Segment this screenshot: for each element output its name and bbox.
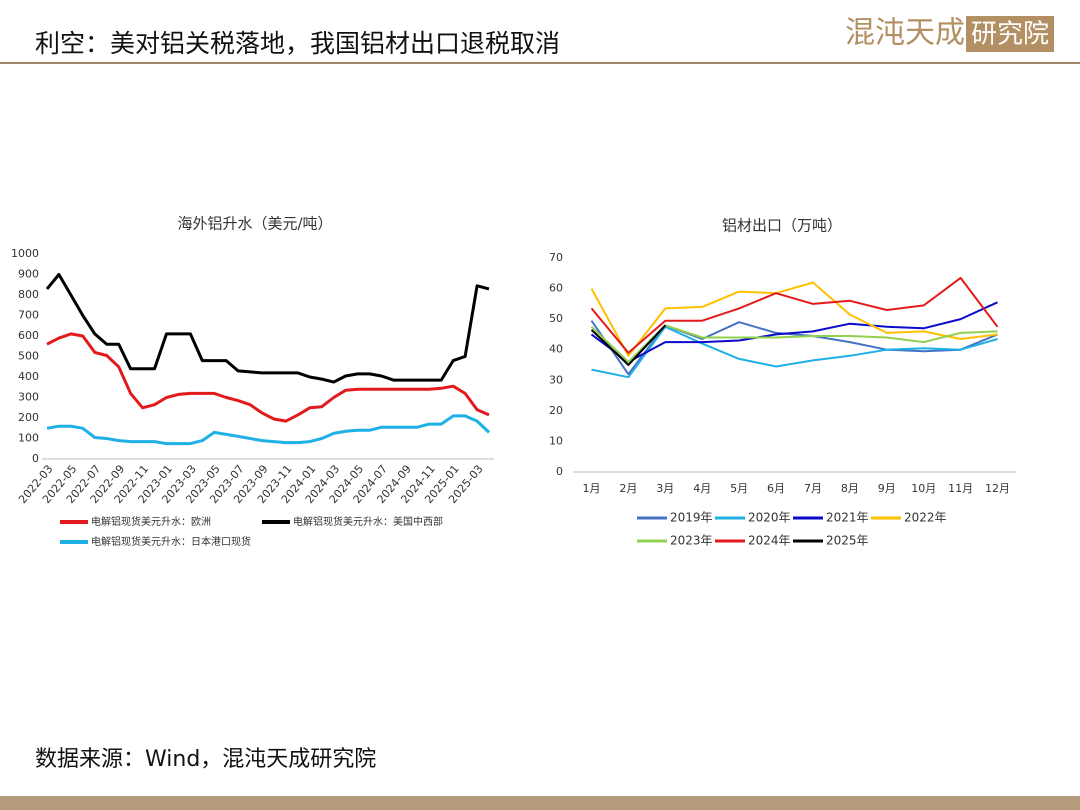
- x-tick-label: 10月: [911, 482, 936, 495]
- x-tick-label: 3月: [656, 482, 674, 495]
- y-tick-label: 60: [549, 282, 563, 295]
- x-tick-label: 5月: [730, 482, 748, 495]
- legend-label: 2019年: [670, 511, 713, 525]
- footer-band: [0, 796, 1080, 810]
- series-line: [590, 301, 998, 363]
- x-tick-label: 8月: [841, 482, 859, 495]
- x-tick-label: 4月: [693, 482, 711, 495]
- y-tick-label: 10: [549, 434, 563, 447]
- chart-title: 铝材出口（万吨）: [722, 217, 842, 235]
- series-line: [590, 324, 667, 366]
- x-tick-label: 2月: [619, 482, 637, 495]
- y-tick-label: 30: [549, 373, 563, 386]
- x-tick-label: 12月: [985, 482, 1010, 495]
- legend-label: 电解铝现货美元升水：美国中西部: [293, 515, 443, 528]
- chart-title: 海外铝升水（美元/吨）: [177, 215, 332, 233]
- y-tick-label: 500: [18, 350, 39, 363]
- series-line: [45, 273, 490, 384]
- series-line: [591, 325, 998, 379]
- series-line: [590, 281, 998, 357]
- y-tick-label: 1000: [11, 247, 39, 260]
- x-tick-label: 7月: [804, 482, 822, 495]
- legend-label: 2023年: [670, 534, 713, 548]
- y-tick-label: 900: [18, 268, 39, 281]
- y-tick-label: 0: [32, 452, 39, 465]
- y-tick-label: 50: [549, 312, 563, 325]
- y-tick-label: 700: [18, 309, 39, 322]
- y-tick-label: 800: [18, 288, 39, 301]
- y-tick-label: 0: [556, 465, 563, 478]
- series-line: [590, 276, 999, 354]
- y-tick-label: 100: [18, 432, 39, 445]
- y-tick-label: 400: [18, 370, 39, 383]
- y-tick-label: 600: [18, 329, 39, 342]
- series-line: [46, 414, 491, 446]
- logo-box: [966, 16, 1054, 52]
- x-tick-label: 9月: [878, 482, 896, 495]
- x-tick-label: 6月: [767, 482, 785, 495]
- x-tick-label: 11月: [948, 482, 973, 495]
- series-line: [46, 332, 490, 423]
- source: 数据来源：Wind，混沌天成研究院: [35, 747, 376, 772]
- logo-sub: 研究院: [971, 20, 1049, 50]
- legend-label: 电解铝现货美元升水：欧洲: [91, 515, 211, 528]
- legend-label: 2025年: [826, 534, 869, 548]
- legend-label: 2024年: [748, 534, 791, 548]
- legend-label: 2022年: [904, 511, 947, 525]
- y-tick-label: 20: [549, 404, 563, 417]
- y-tick-label: 200: [18, 411, 39, 424]
- legend-label: 电解铝现货美元升水：日本港口现货: [91, 535, 251, 548]
- y-tick-label: 70: [549, 251, 563, 264]
- x-tick-label: 1月: [582, 482, 600, 495]
- logo: 混沌天成: [845, 16, 965, 51]
- legend-label: 2020年: [748, 511, 791, 525]
- y-tick-label: 40: [549, 343, 563, 356]
- series-line: [590, 320, 998, 376]
- slide-title: 利空：美对铝关税落地，我国铝材出口退税取消: [35, 29, 560, 58]
- y-tick-label: 300: [18, 391, 39, 404]
- legend-label: 2021年: [826, 511, 869, 525]
